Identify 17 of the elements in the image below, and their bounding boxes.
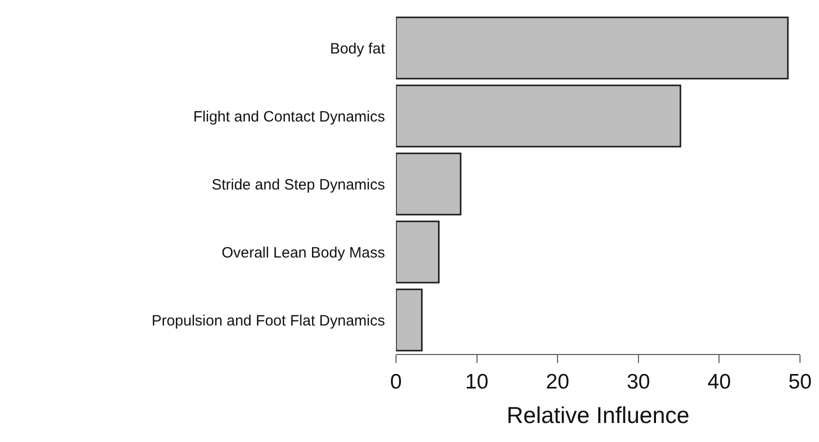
bar bbox=[396, 288, 423, 352]
bar bbox=[396, 152, 462, 216]
x-tick-label: 40 bbox=[708, 370, 731, 394]
y-tick-label: Flight and Contact Dynamics bbox=[193, 108, 385, 126]
x-axis-title: Relative Influence bbox=[506, 402, 690, 428]
bar bbox=[396, 16, 789, 80]
y-tick-label: Stride and Step Dynamics bbox=[212, 176, 385, 194]
bar bbox=[396, 220, 440, 284]
y-tick-label: Propulsion and Foot Flat Dynamics bbox=[152, 312, 385, 330]
y-tick-label: Overall Lean Body Mass bbox=[222, 244, 385, 262]
bar bbox=[396, 84, 682, 148]
x-tick-label: 50 bbox=[788, 370, 812, 394]
x-tick-label: 30 bbox=[626, 370, 650, 394]
x-tick-label: 20 bbox=[546, 370, 570, 394]
x-tick-label: 10 bbox=[465, 370, 488, 394]
x-tick-label: 0 bbox=[390, 370, 402, 394]
y-tick-label: Body fat bbox=[330, 40, 386, 58]
